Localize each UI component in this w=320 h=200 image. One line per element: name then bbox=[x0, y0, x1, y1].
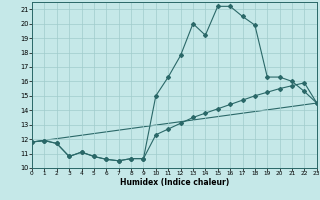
X-axis label: Humidex (Indice chaleur): Humidex (Indice chaleur) bbox=[120, 178, 229, 187]
